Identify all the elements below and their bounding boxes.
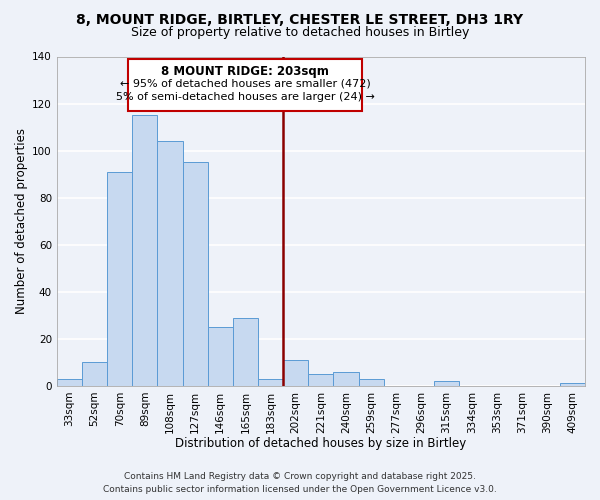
Bar <box>132 116 157 386</box>
Bar <box>182 162 208 386</box>
Bar <box>560 384 585 386</box>
Bar <box>308 374 334 386</box>
Bar <box>57 379 82 386</box>
FancyBboxPatch shape <box>128 59 362 110</box>
Text: 5% of semi-detached houses are larger (24) →: 5% of semi-detached houses are larger (2… <box>116 92 375 102</box>
Bar <box>434 381 459 386</box>
Bar <box>157 141 182 386</box>
Bar <box>208 327 233 386</box>
Text: 8 MOUNT RIDGE: 203sqm: 8 MOUNT RIDGE: 203sqm <box>161 64 329 78</box>
Bar <box>334 372 359 386</box>
Text: Size of property relative to detached houses in Birtley: Size of property relative to detached ho… <box>131 26 469 39</box>
X-axis label: Distribution of detached houses by size in Birtley: Distribution of detached houses by size … <box>175 437 467 450</box>
Bar <box>258 379 283 386</box>
Y-axis label: Number of detached properties: Number of detached properties <box>15 128 28 314</box>
Bar <box>233 318 258 386</box>
Bar <box>359 379 384 386</box>
Bar <box>107 172 132 386</box>
Bar <box>82 362 107 386</box>
Text: 8, MOUNT RIDGE, BIRTLEY, CHESTER LE STREET, DH3 1RY: 8, MOUNT RIDGE, BIRTLEY, CHESTER LE STRE… <box>76 12 524 26</box>
Text: Contains HM Land Registry data © Crown copyright and database right 2025.
Contai: Contains HM Land Registry data © Crown c… <box>103 472 497 494</box>
Bar <box>283 360 308 386</box>
Text: ← 95% of detached houses are smaller (472): ← 95% of detached houses are smaller (47… <box>120 79 371 89</box>
